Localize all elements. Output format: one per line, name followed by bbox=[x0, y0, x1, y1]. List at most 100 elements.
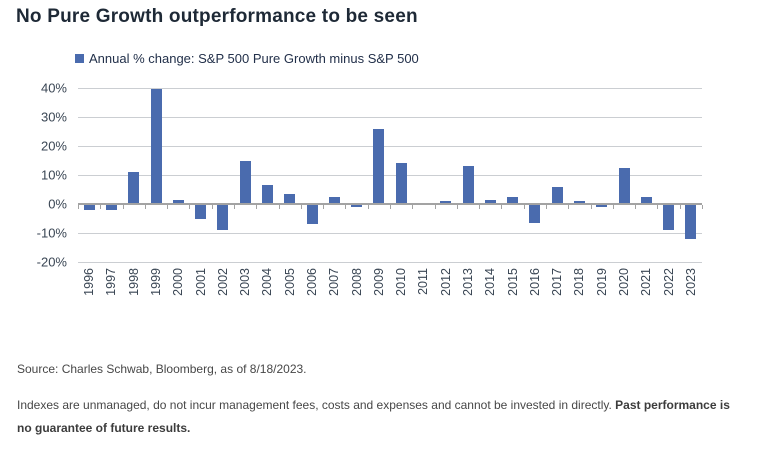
axis-tick bbox=[523, 205, 525, 209]
x-tick-label: 2001 bbox=[193, 268, 208, 296]
x-tick-label: 2002 bbox=[215, 268, 230, 296]
bar-1998 bbox=[128, 172, 140, 204]
legend-label: Annual % change: S&P 500 Pure Growth min… bbox=[89, 51, 419, 66]
x-tick-label: 2015 bbox=[505, 268, 520, 296]
x-tick-label: 1998 bbox=[126, 268, 141, 296]
axis-tick bbox=[78, 205, 79, 209]
gridline bbox=[78, 262, 702, 263]
axis-tick bbox=[546, 205, 547, 209]
bar-1997 bbox=[105, 204, 117, 210]
bar-2002 bbox=[217, 204, 229, 231]
bar-2009 bbox=[373, 128, 385, 204]
axis-tick bbox=[323, 205, 325, 209]
x-tick-label: 2018 bbox=[572, 268, 587, 296]
bar-2021 bbox=[640, 196, 652, 204]
gridline bbox=[78, 175, 702, 176]
axis-tick bbox=[256, 205, 258, 209]
axis-tick bbox=[657, 205, 659, 209]
bar-2016 bbox=[529, 204, 541, 223]
axis-tick bbox=[100, 205, 102, 209]
bar-2004 bbox=[261, 185, 273, 204]
axis-tick bbox=[501, 205, 503, 209]
bar-1996 bbox=[83, 204, 95, 210]
gridline bbox=[78, 117, 702, 118]
page-title: No Pure Growth outperformance to be seen bbox=[16, 6, 418, 27]
bar-2019 bbox=[596, 204, 608, 208]
disclaimer-text: Indexes are unmanaged, do not incur mana… bbox=[17, 398, 616, 412]
gridline bbox=[78, 146, 702, 147]
x-tick-label: 2009 bbox=[371, 268, 386, 296]
disclaimer: Indexes are unmanaged, do not incur mana… bbox=[17, 394, 747, 440]
axis-tick bbox=[189, 205, 191, 209]
bar-2000 bbox=[172, 199, 184, 204]
bar-2022 bbox=[663, 204, 675, 231]
x-tick-label: 2010 bbox=[394, 268, 409, 296]
x-axis-line bbox=[78, 203, 702, 205]
y-tick-label: 40% bbox=[40, 80, 67, 96]
x-tick-label: 1997 bbox=[104, 268, 119, 296]
axis-tick bbox=[345, 205, 347, 209]
x-tick-label: 1999 bbox=[149, 268, 163, 296]
axis-tick bbox=[568, 205, 570, 209]
disclaimer-bold-text: Past performance is no guarantee of futu… bbox=[17, 398, 730, 435]
x-tick-label: 2020 bbox=[617, 268, 631, 296]
bar-2010 bbox=[395, 163, 407, 204]
x-tick-label: 2023 bbox=[683, 268, 698, 296]
x-tick-label: 2012 bbox=[438, 268, 453, 296]
axis-tick bbox=[679, 205, 681, 209]
x-tick-label: 2000 bbox=[171, 268, 186, 296]
x-tick-label: 2004 bbox=[260, 268, 275, 296]
bar-2001 bbox=[195, 204, 207, 219]
axis-tick bbox=[367, 205, 369, 209]
bar-2015 bbox=[507, 196, 519, 204]
x-tick-label: 2019 bbox=[594, 268, 609, 296]
axis-tick bbox=[479, 205, 481, 209]
axis-tick bbox=[390, 205, 391, 209]
axis-tick bbox=[590, 205, 592, 209]
axis-tick bbox=[412, 205, 414, 209]
axis-tick bbox=[144, 205, 146, 209]
bar-1999 bbox=[150, 89, 162, 204]
x-tick-label: 1996 bbox=[82, 268, 97, 296]
gridline bbox=[78, 88, 702, 89]
bar-2020 bbox=[618, 167, 630, 204]
y-tick-label: 30% bbox=[40, 109, 67, 125]
axis-tick bbox=[167, 205, 169, 209]
y-tick-label: 10% bbox=[40, 167, 67, 183]
x-tick-label: 2014 bbox=[483, 268, 498, 296]
x-tick-label: 2008 bbox=[349, 268, 364, 296]
axis-tick bbox=[612, 205, 614, 209]
bar-2006 bbox=[306, 204, 318, 225]
x-tick-label: 2013 bbox=[461, 268, 475, 296]
bar-2023 bbox=[685, 204, 697, 239]
axis-tick bbox=[456, 205, 458, 209]
axis-tick bbox=[635, 205, 637, 209]
axis-tick bbox=[234, 205, 235, 209]
source-note: Source: Charles Schwab, Bloomberg, as of… bbox=[17, 362, 307, 376]
bar-2003 bbox=[239, 160, 251, 204]
plot-area: 40% 30% 20% 10% 0% -10% -20% 1996 1997 1998 1999 20… bbox=[37, 81, 703, 296]
axis-tick bbox=[300, 205, 302, 209]
bar-2014 bbox=[484, 199, 496, 204]
legend-marker-icon bbox=[75, 54, 84, 63]
y-tick-label: 0% bbox=[48, 196, 67, 212]
x-tick-label: 2007 bbox=[327, 268, 342, 296]
x-tick-label: 2003 bbox=[238, 268, 253, 296]
y-tick-label: -20% bbox=[36, 254, 67, 270]
axis-tick bbox=[434, 205, 436, 209]
y-tick-label: -10% bbox=[36, 225, 67, 241]
axis-tick bbox=[702, 205, 703, 209]
x-tick-label: 2016 bbox=[527, 268, 542, 296]
x-tick-label: 2021 bbox=[639, 268, 654, 296]
x-tick-label: 2005 bbox=[282, 268, 297, 296]
axis-tick bbox=[122, 205, 124, 209]
x-tick-label: 2011 bbox=[416, 268, 431, 295]
bar-2017 bbox=[551, 186, 563, 204]
x-tick-label: 2017 bbox=[550, 268, 565, 296]
bar-2005 bbox=[284, 193, 296, 204]
bar-2012 bbox=[440, 201, 452, 204]
bar-2007 bbox=[328, 196, 340, 204]
gridline bbox=[78, 233, 702, 234]
x-tick-label: 2006 bbox=[305, 268, 319, 296]
